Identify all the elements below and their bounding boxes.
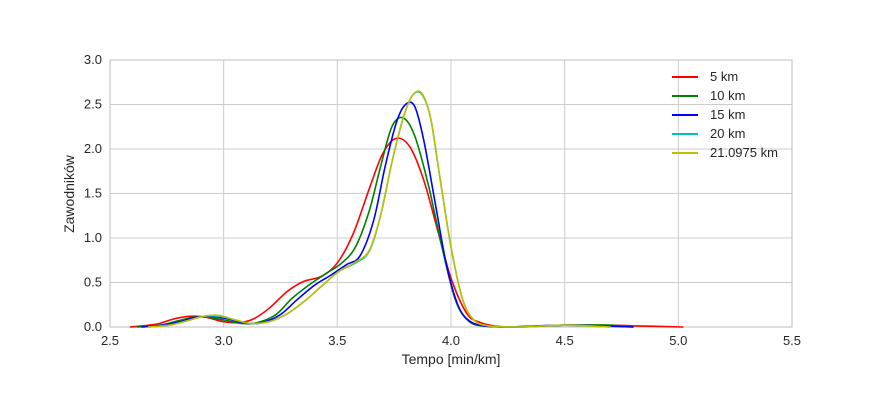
legend-label-4: 20 km (710, 126, 745, 141)
y-axis-label: Zawodników (61, 154, 77, 233)
legend-label-5: 21.0975 km (710, 145, 778, 160)
series-layer (129, 90, 684, 328)
x-tick-label: 2.5 (101, 333, 119, 348)
y-tick-label: 2.5 (84, 97, 102, 112)
y-tick-labels: 0.0 0.5 1.0 1.5 2.0 2.5 3.0 (84, 52, 102, 334)
series-line-4 (147, 90, 611, 328)
y-tick-label: 1.0 (84, 230, 102, 245)
series-line-3 (141, 101, 634, 328)
legend-label-1: 5 km (710, 69, 738, 84)
x-axis-label: Tempo [min/km] (402, 351, 501, 367)
series-line-2 (136, 116, 634, 328)
series-line-5 (147, 90, 611, 328)
plot-area-frame (109, 59, 793, 328)
y-tick-label: 0.0 (84, 319, 102, 334)
x-tick-label: 4.0 (442, 333, 460, 348)
x-tick-label: 4.5 (556, 333, 574, 348)
y-tick-label: 0.5 (84, 275, 102, 290)
y-tick-label: 3.0 (84, 52, 102, 67)
x-tick-label: 5.0 (669, 333, 687, 348)
x-tick-label: 5.5 (783, 333, 801, 348)
legend-label-3: 15 km (710, 107, 745, 122)
series-line-1 (129, 137, 684, 328)
x-tick-label: 3.5 (328, 333, 346, 348)
legend: 5 km 10 km 15 km 20 km 21.0975 km (672, 69, 778, 160)
x-tick-label: 3.0 (215, 333, 233, 348)
y-tick-label: 1.5 (84, 186, 102, 201)
x-tick-labels: 2.5 3.0 3.5 4.0 4.5 5.0 5.5 (101, 333, 801, 348)
legend-label-2: 10 km (710, 88, 745, 103)
y-tick-label: 2.0 (84, 141, 102, 156)
